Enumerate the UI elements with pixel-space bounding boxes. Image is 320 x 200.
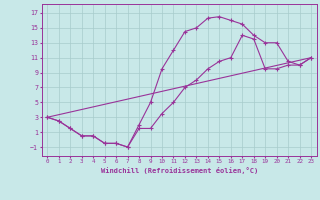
X-axis label: Windchill (Refroidissement éolien,°C): Windchill (Refroidissement éolien,°C) [100,167,258,174]
